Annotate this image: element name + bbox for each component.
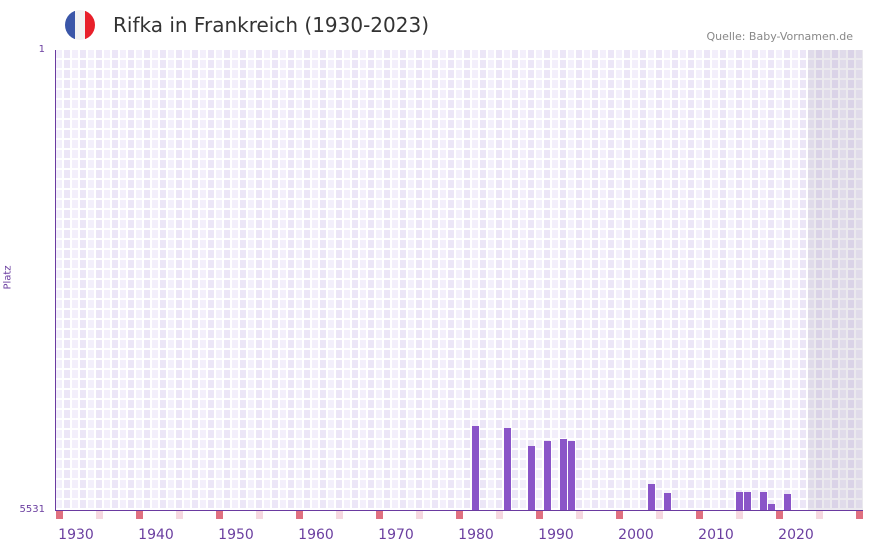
year-marker xyxy=(376,511,383,519)
bar-2016[interactable] xyxy=(760,491,767,510)
y-tick-label: 5531 xyxy=(19,504,45,515)
year-marker xyxy=(776,511,783,519)
year-marker xyxy=(296,511,303,519)
year-marker xyxy=(216,511,223,519)
y-axis xyxy=(55,50,56,511)
bar-1991[interactable] xyxy=(560,438,567,510)
year-marker xyxy=(176,511,183,519)
source-link[interactable]: Quelle: Baby-Vornamen.de xyxy=(706,30,853,43)
x-tick-label: 1960 xyxy=(298,527,334,543)
x-tick-label: 1950 xyxy=(218,527,254,543)
x-tick-label: 2020 xyxy=(778,527,814,543)
bar-2002[interactable] xyxy=(648,483,655,510)
year-marker xyxy=(696,511,703,519)
x-tick-label: 1930 xyxy=(58,527,94,543)
x-tick-label: 2000 xyxy=(618,527,654,543)
y-axis-label: Platz xyxy=(2,265,14,290)
year-marker xyxy=(136,511,143,519)
year-marker xyxy=(256,511,263,519)
france-flag-icon xyxy=(65,10,95,40)
bar-2014[interactable] xyxy=(744,491,751,510)
year-marker xyxy=(496,511,503,519)
x-tick-label: 1990 xyxy=(538,527,574,543)
year-marker xyxy=(456,511,463,519)
bar-1980[interactable] xyxy=(472,425,479,510)
year-marker xyxy=(96,511,103,519)
x-tick-label: 2010 xyxy=(698,527,734,543)
bar-2013[interactable] xyxy=(736,491,743,510)
year-marker xyxy=(56,511,63,519)
year-marker xyxy=(856,511,863,519)
year-marker xyxy=(736,511,743,519)
x-tick-label: 1980 xyxy=(458,527,494,543)
bar-1987[interactable] xyxy=(528,445,535,510)
bar-1989[interactable] xyxy=(544,440,551,510)
bar-2019[interactable] xyxy=(784,493,791,510)
x-tick-label: 1940 xyxy=(138,527,174,543)
year-marker xyxy=(616,511,623,519)
x-tick-label: 1970 xyxy=(378,527,414,543)
year-marker xyxy=(656,511,663,519)
year-marker xyxy=(576,511,583,519)
year-marker xyxy=(336,511,343,519)
year-marker xyxy=(816,511,823,519)
chart-title: Rifka in Frankreich (1930-2023) xyxy=(113,13,430,37)
bar-2017[interactable] xyxy=(768,503,775,510)
bar-1984[interactable] xyxy=(504,427,511,510)
year-marker xyxy=(416,511,423,519)
plot-area xyxy=(56,50,863,510)
bar-2004[interactable] xyxy=(664,492,671,510)
future-shaded-region xyxy=(808,50,863,510)
year-marker xyxy=(536,511,543,519)
bar-1992[interactable] xyxy=(568,440,575,510)
y-tick-label: 1 xyxy=(38,44,45,55)
x-axis xyxy=(55,510,863,511)
